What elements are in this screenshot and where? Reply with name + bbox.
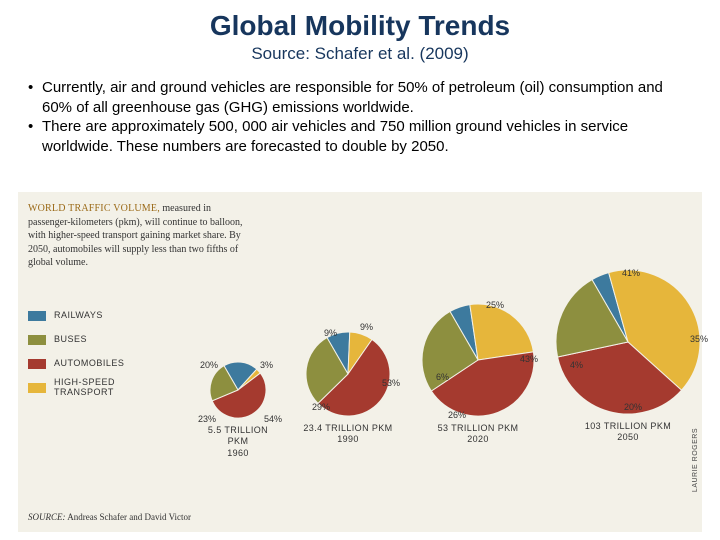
slide: Global Mobility Trends Source: Schafer e… [0,10,720,540]
pie-chart: 103 TRILLION PKM2050 [553,267,703,444]
caption-lead: WORLD TRAFFIC VOLUME, [28,203,160,214]
pie-slice [470,304,534,360]
legend-label: RAILWAYS [54,311,103,321]
bullet-item: • Currently, air and ground vehicles are… [28,78,692,117]
pie-caption: 53 TRILLION PKM2020 [419,423,537,446]
pie-percent-label: 4% [570,360,583,370]
page-title: Global Mobility Trends [0,10,720,42]
legend-swatch [28,359,46,369]
pie-percent-label: 43% [520,354,538,364]
legend-swatch [28,311,46,321]
legend-label: BUSES [54,335,87,345]
source-label: SOURCE: [28,512,66,522]
pie-pkm-label: 5.5 TRILLION PKM [207,425,269,448]
pie-caption: 23.4 TRILLION PKM1990 [303,423,393,446]
pie-year-label: 1990 [303,434,393,445]
legend-swatch [28,335,46,345]
pie-caption: 103 TRILLION PKM2050 [553,421,703,444]
pie-percent-label: 9% [360,322,373,332]
pie-chart: 5.5 TRILLION PKM1960 [207,359,269,459]
pie-percent-label: 23% [198,414,216,424]
pie-svg [553,267,703,417]
pie-percent-label: 9% [324,328,337,338]
pie-percent-label: 35% [690,334,708,344]
pie-chart: 23.4 TRILLION PKM1990 [303,329,393,446]
legend: RAILWAYS BUSES AUTOMOBILES HIGH-SPEED TRANS… [28,304,124,400]
legend-item: AUTOMOBILES [28,352,124,376]
page-subtitle: Source: Schafer et al. (2009) [0,44,720,64]
pie-percent-label: 26% [448,410,466,420]
figure-source: SOURCE: Andreas Schafer and David Victor [28,512,191,522]
pie-pkm-label: 23.4 TRILLION PKM [303,423,393,434]
legend-item: HIGH-SPEED TRANSPORT [28,376,124,400]
bullet-text: Currently, air and ground vehicles are r… [42,78,692,117]
bullet-marker: • [28,78,42,117]
pie-percent-label: 20% [624,402,642,412]
pie-year-label: 1960 [207,448,269,459]
bullet-marker: • [28,117,42,156]
pie-caption: 5.5 TRILLION PKM1960 [207,425,269,459]
figure-credit: LAURIE ROGERS [692,428,699,492]
bullet-list: • Currently, air and ground vehicles are… [28,78,692,156]
pie-chart-group: 5.5 TRILLION PKM1960 20% 3% 54% 23% 23.4 TRIL… [168,192,682,510]
legend-label: AUTOMOBILES [54,359,124,369]
pie-percent-label: 6% [436,372,449,382]
bullet-text: There are approximately 500, 000 air veh… [42,117,692,156]
pie-percent-label: 53% [382,378,400,388]
bullet-item: • There are approximately 500, 000 air v… [28,117,692,156]
pie-percent-label: 25% [486,300,504,310]
pie-percent-label: 20% [200,360,218,370]
pie-percent-label: 3% [260,360,273,370]
pie-percent-label: 29% [312,402,330,412]
pie-year-label: 2020 [419,434,537,445]
figure-panel: WORLD TRAFFIC VOLUME, measured in passen… [18,192,702,532]
pie-percent-label: 54% [264,414,282,424]
legend-swatch [28,383,46,393]
pie-pkm-label: 53 TRILLION PKM [419,423,537,434]
pie-year-label: 2050 [553,432,703,443]
pie-pkm-label: 103 TRILLION PKM [553,421,703,432]
legend-label: HIGH-SPEED TRANSPORT [54,378,124,398]
pie-percent-label: 41% [622,268,640,278]
source-value: Andreas Schafer and David Victor [67,512,191,522]
legend-item: RAILWAYS [28,304,124,328]
legend-item: BUSES [28,328,124,352]
